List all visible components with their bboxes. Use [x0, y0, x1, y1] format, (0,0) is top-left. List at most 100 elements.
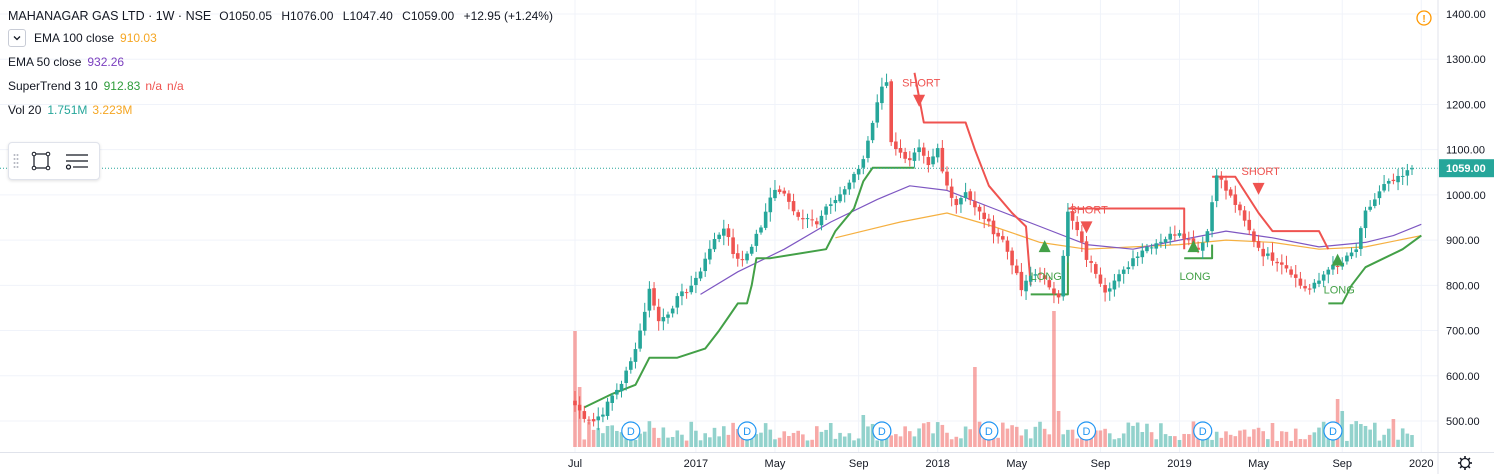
time-axis[interactable]	[0, 452, 1494, 474]
dividend-marker[interactable]	[737, 421, 757, 441]
volume-bar	[1117, 438, 1121, 447]
candle-body	[1168, 233, 1172, 240]
volume-bar	[726, 434, 731, 447]
ohlc-low-value: 1047.40	[349, 9, 393, 23]
candle-body	[787, 193, 791, 202]
volume-bar	[1303, 439, 1307, 447]
dividend-marker[interactable]	[979, 421, 999, 441]
floating-toolbox[interactable]	[8, 142, 100, 180]
indicator-ema50[interactable]: EMA 50 close 932.26	[8, 50, 559, 74]
volume-bar	[1131, 425, 1135, 447]
volume-bar	[963, 426, 968, 447]
volume-bar	[968, 429, 973, 447]
candle-body	[1145, 246, 1149, 252]
time-tick-label: Sep	[1332, 458, 1352, 470]
ohlc-close: C1059.00	[402, 9, 454, 23]
candle-body	[889, 81, 893, 143]
volume-bar	[1252, 429, 1256, 447]
candle-body	[1391, 179, 1396, 182]
time-tick-label: May	[1248, 458, 1269, 470]
indicator-volume[interactable]: Vol 20 1.751M 3.223M	[8, 98, 559, 122]
volume-bar	[1386, 428, 1391, 447]
volume-bar	[1228, 434, 1233, 447]
volume-bar	[954, 436, 959, 447]
candle-body	[926, 157, 931, 166]
candle-body	[591, 419, 596, 422]
candle-body	[717, 234, 721, 239]
ohlc-high-value: 1076.00	[290, 9, 334, 23]
rectangle-tool-button[interactable]	[23, 143, 59, 179]
ohlc-close-label: C	[402, 9, 411, 23]
candle-body	[1368, 206, 1372, 210]
supertrend-down-segment	[1212, 175, 1330, 250]
candle-body	[1052, 288, 1056, 294]
volume-bar	[1047, 434, 1052, 447]
long-signal-label: LONG	[1324, 285, 1355, 297]
drag-handle-icon[interactable]	[9, 143, 23, 179]
candle-body	[945, 171, 949, 186]
candle-body	[1066, 211, 1070, 257]
candle-body	[745, 253, 749, 261]
volume-bar	[1391, 419, 1396, 447]
indicator-supertrend[interactable]: SuperTrend 3 10 912.83 n/a n/a	[8, 74, 559, 98]
volume-bar	[1107, 433, 1112, 447]
collapse-indicators-button[interactable]	[8, 29, 26, 47]
volume-bar	[1275, 440, 1279, 447]
candle-body	[1094, 264, 1098, 274]
volume-bar	[1331, 437, 1335, 447]
candle-body	[1326, 269, 1331, 275]
volume-bar	[1042, 428, 1047, 447]
volume-bar	[670, 436, 675, 447]
price-axis[interactable]	[1438, 0, 1494, 474]
volume-bar	[680, 434, 684, 447]
dividend-marker[interactable]	[872, 421, 892, 441]
volume-bar	[694, 430, 698, 447]
dividend-marker[interactable]	[1323, 421, 1343, 441]
candle-body	[1107, 288, 1112, 292]
volume-bar	[847, 433, 852, 447]
volume-bar	[940, 424, 945, 447]
gear-icon-tooth	[1459, 457, 1463, 461]
candle-body	[810, 219, 814, 221]
dividend-marker[interactable]	[1193, 421, 1213, 441]
gear-icon[interactable]	[1458, 456, 1472, 470]
volume-bar	[1014, 426, 1019, 447]
candle-body	[1135, 256, 1140, 258]
volume-bar	[666, 437, 670, 447]
candle-body	[1266, 253, 1270, 256]
volume-bar	[894, 434, 898, 447]
volume-bar	[1187, 434, 1191, 447]
volume-bar	[1266, 439, 1270, 447]
candle-body	[1270, 252, 1275, 261]
volume-bar	[889, 435, 893, 447]
volume-bar	[610, 425, 614, 447]
symbol-title[interactable]: MAHANAGAR GAS LTD · 1W · NSE	[8, 9, 212, 23]
volume-bar	[1224, 431, 1228, 447]
candle-body	[1070, 211, 1075, 221]
candle-body	[921, 147, 926, 156]
volume-bar	[1182, 433, 1186, 447]
candle-body	[698, 271, 703, 279]
object-tree-button[interactable]	[59, 143, 95, 179]
warning-icon[interactable]: !	[1416, 10, 1432, 26]
volume-bar	[633, 439, 638, 447]
price-tick-label: 1400.00	[1446, 9, 1486, 21]
volume-bar	[805, 440, 810, 447]
volume-bar	[842, 436, 847, 447]
short-signal-arrow	[1080, 221, 1093, 234]
ohlc-low-label: L	[342, 9, 350, 23]
candle-body	[884, 82, 889, 86]
candle-body	[615, 389, 619, 395]
dividend-marker[interactable]	[1076, 421, 1097, 441]
volume-bar	[973, 367, 977, 447]
volume-bar	[1075, 438, 1079, 447]
candle-body	[1317, 280, 1321, 284]
long-signal-arrow	[1038, 240, 1051, 253]
time-tick-label: Sep	[1091, 458, 1111, 470]
indicator-ema100[interactable]: EMA 100 close 910.03	[8, 26, 559, 50]
volume-bar	[908, 431, 912, 447]
dividend-marker[interactable]	[621, 421, 641, 441]
gear-icon-tooth	[1467, 465, 1471, 469]
